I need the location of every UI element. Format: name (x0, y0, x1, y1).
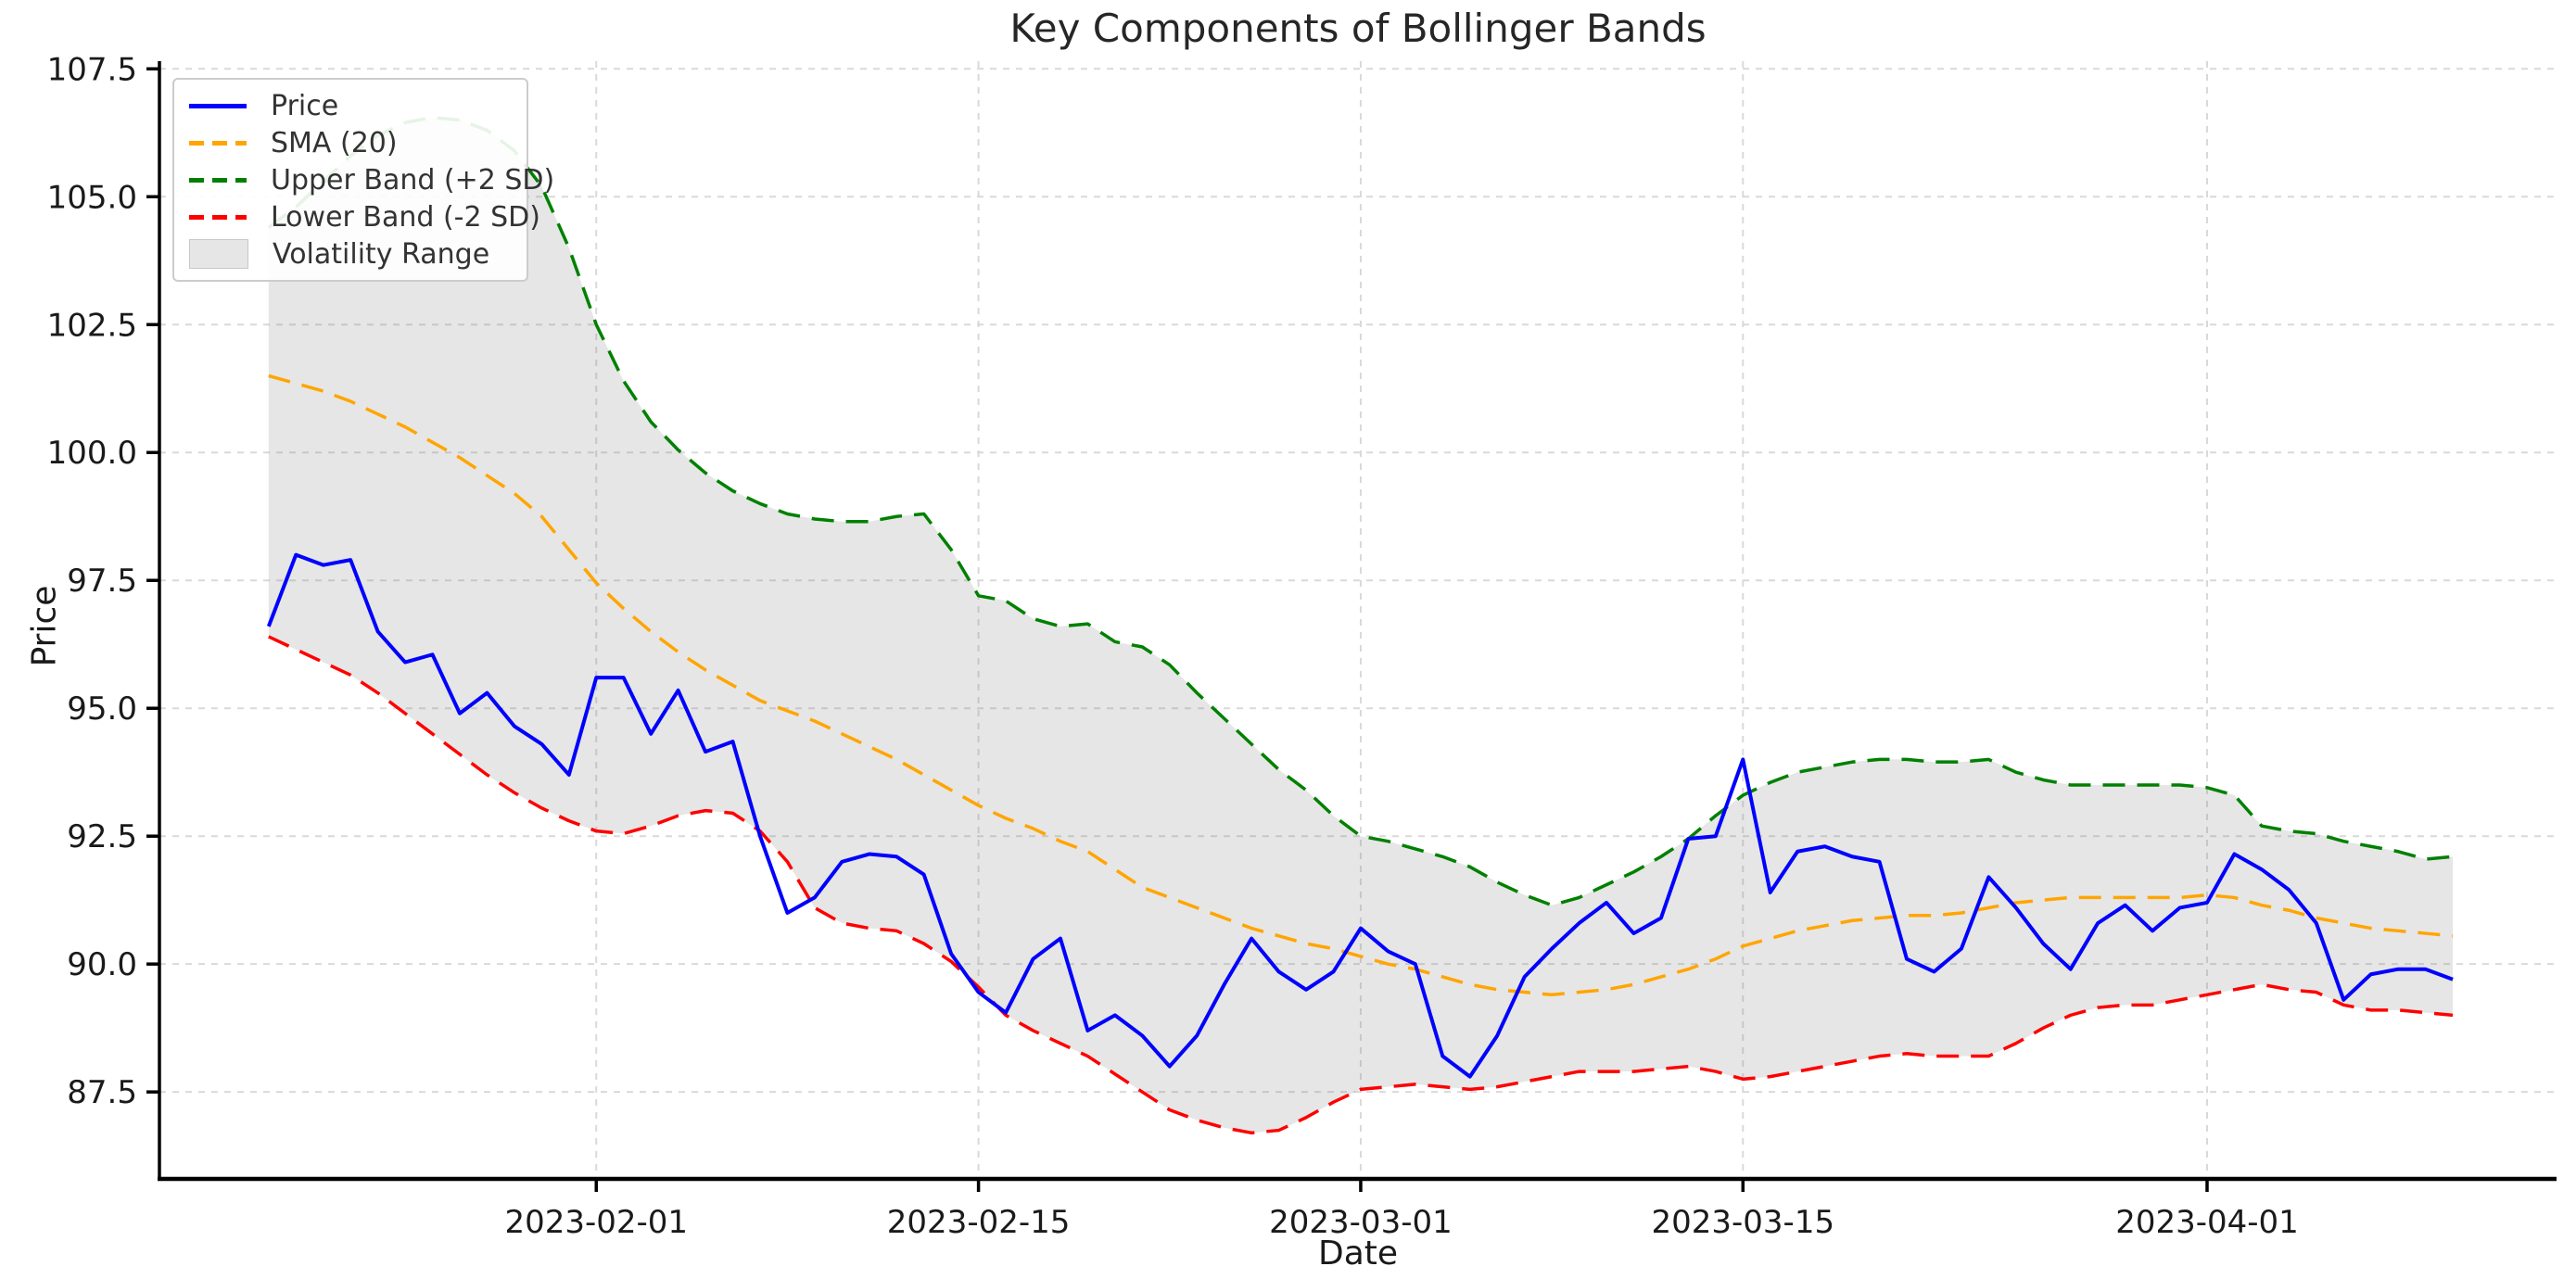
y-tick-label: 105.0 (47, 179, 137, 216)
y-tick-label: 92.5 (67, 818, 137, 855)
x-tick-label: 2023-04-01 (2115, 1204, 2299, 1241)
x-tick-label: 2023-02-15 (887, 1204, 1071, 1241)
legend-item-volatility-range: Volatility Range (184, 235, 517, 272)
upper-band-line-swatch-icon (189, 177, 247, 183)
x-tick-label: 2023-03-01 (1269, 1204, 1453, 1241)
legend-label: Volatility Range (273, 237, 490, 271)
sma-line-swatch-icon (189, 140, 247, 146)
series-line-sma-20- (268, 374, 2454, 997)
volatility-range-swatch-icon (189, 239, 248, 269)
y-tick-label: 95.0 (67, 690, 137, 728)
legend-label: SMA (20) (271, 126, 398, 159)
legend-label: Lower Band (-2 SD) (271, 200, 540, 234)
lower-band-line-swatch-icon (189, 214, 247, 220)
volatility-range-fill (268, 117, 2454, 1133)
y-tick-label: 97.5 (67, 563, 137, 600)
series-line-price (266, 552, 2454, 1079)
legend-item-price: Price (184, 87, 517, 124)
legend-item-sma: SMA (20) (184, 124, 517, 161)
price-line-swatch-icon (189, 103, 247, 108)
x-axis-label: Date (1317, 1235, 1399, 1273)
y-tick-label: 107.5 (47, 51, 137, 88)
y-axis-label: Price (25, 585, 64, 667)
chart-title: Key Components of Bollinger Bands (1009, 6, 1707, 51)
x-tick-label: 2023-03-15 (1651, 1204, 1834, 1241)
legend-label: Price (271, 89, 339, 122)
series-line-upper-band-2-sd- (267, 115, 2454, 907)
series-line-lower-band-2-sd- (268, 635, 2454, 1135)
legend-item-lower-band: Lower Band (-2 SD) (184, 198, 540, 235)
y-tick-label: 102.5 (47, 307, 137, 344)
legend-item-upper-band: Upper Band (+2 SD) (184, 161, 554, 198)
legend: Price SMA (20) Upper Band (+2 SD) Lower … (172, 78, 554, 282)
x-tick-label: 2023-02-01 (504, 1204, 688, 1241)
y-tick-label: 87.5 (67, 1074, 137, 1111)
y-tick-label: 100.0 (47, 435, 137, 472)
legend-label: Upper Band (+2 SD) (271, 163, 555, 196)
y-tick-label: 90.0 (67, 946, 137, 983)
